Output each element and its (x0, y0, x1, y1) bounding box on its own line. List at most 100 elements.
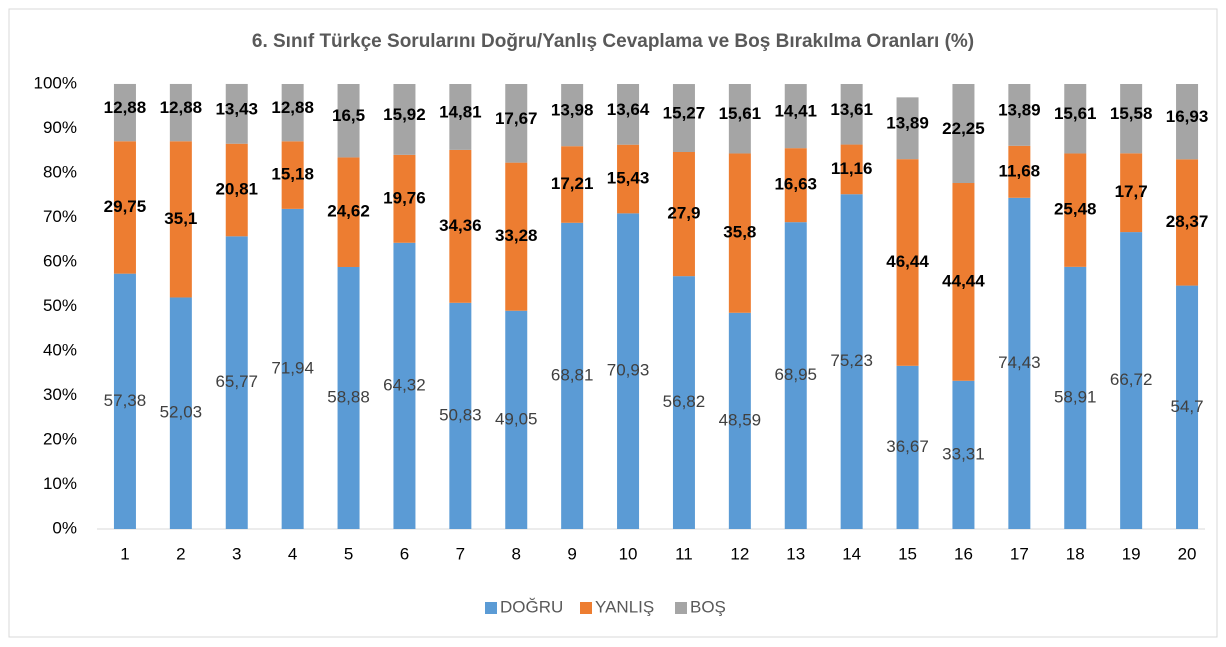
y-tick-label: 0% (52, 518, 77, 537)
bar-segment (1008, 145, 1031, 198)
bar-segment (449, 302, 472, 529)
bar-segment (505, 310, 528, 529)
legend-swatch (580, 602, 592, 614)
bar-segment (952, 380, 975, 529)
data-label: 70,93 (607, 361, 650, 380)
data-label: 33,28 (495, 226, 538, 245)
data-label: 24,62 (327, 202, 370, 221)
y-tick-label: 40% (43, 340, 77, 359)
bar-segment (1120, 153, 1143, 233)
data-label: 28,37 (1166, 212, 1209, 231)
bar-segment (393, 154, 416, 243)
y-tick-label: 90% (43, 118, 77, 137)
bar-segment (784, 222, 807, 530)
x-tick-label: 2 (176, 544, 185, 563)
data-label: 50,83 (439, 405, 482, 424)
data-label: 13,64 (607, 100, 650, 119)
bar-segment (225, 143, 248, 237)
data-label: 17,21 (551, 174, 594, 193)
data-label: 65,77 (215, 372, 258, 391)
data-label: 68,95 (774, 365, 817, 384)
bar-segment (1176, 285, 1199, 529)
bar-segment (1064, 266, 1087, 529)
data-label: 16,5 (332, 106, 365, 125)
x-tick-label: 16 (954, 544, 973, 563)
x-tick-label: 11 (675, 544, 693, 563)
x-tick-label: 12 (730, 544, 749, 563)
data-label: 35,1 (164, 209, 197, 228)
bar-segment (896, 365, 919, 529)
bar-segment (449, 149, 472, 303)
data-label: 16,63 (774, 175, 817, 194)
x-tick-label: 9 (567, 544, 576, 563)
data-label: 27,9 (667, 204, 700, 223)
bar-segment (393, 242, 416, 529)
data-label: 36,67 (886, 437, 929, 456)
y-tick-label: 30% (43, 385, 77, 404)
data-label: 68,81 (551, 365, 594, 384)
bar-segment (728, 84, 751, 154)
data-label: 15,58 (1110, 104, 1153, 123)
bar-segment (337, 266, 360, 529)
x-tick-label: 3 (232, 544, 241, 563)
data-label: 66,72 (1110, 370, 1153, 389)
data-label: 13,43 (215, 99, 258, 118)
bar-segment (561, 222, 584, 529)
data-label: 13,89 (886, 114, 929, 133)
bar-segment (113, 273, 136, 529)
bar-segment (1176, 84, 1199, 160)
data-label: 13,89 (998, 100, 1041, 119)
x-tick-label: 20 (1178, 544, 1197, 563)
x-tick-label: 18 (1066, 544, 1085, 563)
bar-segment (337, 84, 360, 158)
data-label: 25,48 (1054, 200, 1097, 219)
data-label: 15,61 (1054, 104, 1097, 123)
bar-segment (169, 83, 192, 142)
x-tick-label: 14 (842, 544, 861, 563)
bar-segment (281, 208, 304, 529)
data-label: 75,23 (830, 351, 873, 370)
bar-segment (1064, 153, 1087, 267)
x-tick-label: 1 (120, 544, 129, 563)
bar-segment (784, 84, 807, 149)
data-label: 15,92 (383, 105, 426, 124)
y-tick-label: 10% (43, 474, 77, 493)
legend-swatch (675, 602, 687, 614)
bar-segment (840, 144, 863, 195)
bar-segment (672, 151, 695, 277)
bar-segment (728, 312, 751, 529)
data-label: 13,61 (830, 100, 873, 119)
x-tick-label: 15 (898, 544, 917, 563)
data-label: 17,7 (1115, 182, 1148, 201)
x-tick-label: 4 (288, 544, 297, 563)
data-label: 12,88 (160, 98, 203, 117)
bar-segment (617, 144, 640, 214)
chart-title: 6. Sınıf Türkçe Sorularını Doğru/Yanlış … (252, 31, 974, 52)
y-tick-label: 60% (43, 251, 77, 270)
x-tick-label: 10 (619, 544, 638, 563)
bar-segment (672, 276, 695, 529)
bar-segment (225, 83, 248, 144)
data-label: 58,88 (327, 387, 370, 406)
data-label: 15,27 (663, 104, 706, 123)
bar-segment (1120, 232, 1143, 529)
data-label: 33,31 (942, 444, 985, 463)
legend-label: DOĞRU (500, 597, 563, 616)
bar-segment (672, 84, 695, 152)
data-label: 57,38 (104, 391, 147, 410)
data-label: 17,67 (495, 109, 538, 128)
x-tick-label: 19 (1122, 544, 1141, 563)
data-label: 22,25 (942, 119, 985, 138)
bar-segment (1176, 159, 1199, 286)
bar-segment (617, 84, 640, 145)
bar-segment (337, 157, 360, 267)
legend-label: YANLIŞ (595, 597, 654, 616)
x-tick-label: 7 (456, 544, 465, 563)
data-label: 71,94 (271, 358, 314, 377)
bar-segment (617, 213, 640, 529)
x-tick-label: 17 (1010, 544, 1029, 563)
data-label: 15,61 (719, 104, 762, 123)
bar-segment (225, 236, 248, 530)
bar-segment (840, 84, 863, 145)
bar-segment (505, 162, 528, 311)
